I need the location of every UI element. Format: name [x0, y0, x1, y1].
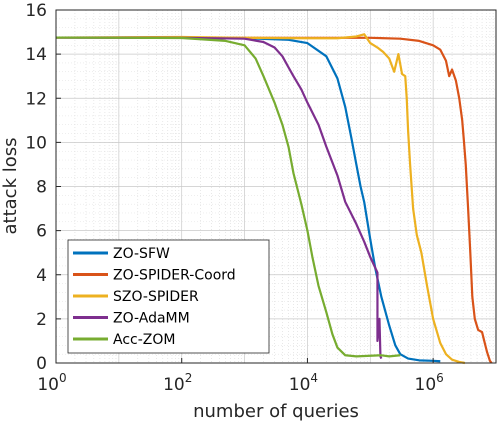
x-tick-label: 100 [37, 371, 66, 395]
tick-marks [55, 9, 434, 364]
legend: ZO-SFW ZO-SPIDER-Coord SZO-SPIDER ZO-AdaMM A… [67, 239, 270, 354]
y-tick-label: 10 [25, 133, 47, 153]
series-line-3 [55, 36, 383, 360]
y-tick-label: 2 [36, 310, 47, 330]
legend-label-1: ZO-SPIDER-Coord [113, 268, 236, 284]
series-line-4 [55, 36, 401, 358]
legend-label-2: SZO-SPIDER [113, 289, 199, 305]
legend-label-0: ZO-SFW [113, 246, 170, 262]
series-group [55, 33, 493, 365]
y-axis-label: attack loss [0, 138, 21, 235]
x-tick-label: 104 [289, 371, 318, 395]
x-axis-label: number of queries [193, 401, 359, 422]
legend-label-4: Acc-ZOM [113, 332, 175, 348]
series-line-1 [55, 36, 493, 364]
y-tick-label: 6 [36, 222, 47, 242]
x-tick-label: 102 [163, 371, 192, 395]
y-tick-label: 14 [25, 45, 47, 65]
y-tick-label: 8 [36, 178, 47, 198]
y-tick-label: 16 [25, 1, 47, 21]
legend-label-3: ZO-AdaMM [113, 311, 190, 327]
y-tick-label: 0 [36, 354, 47, 374]
series-line-2 [55, 33, 466, 365]
x-tick-label: 106 [415, 371, 444, 395]
y-tick-label: 4 [36, 266, 47, 286]
tick-labels: 100 102 104 106 0 2 4 6 8 10 12 14 16 [25, 1, 443, 395]
series-line-0 [55, 36, 441, 363]
y-tick-label: 12 [25, 89, 47, 109]
